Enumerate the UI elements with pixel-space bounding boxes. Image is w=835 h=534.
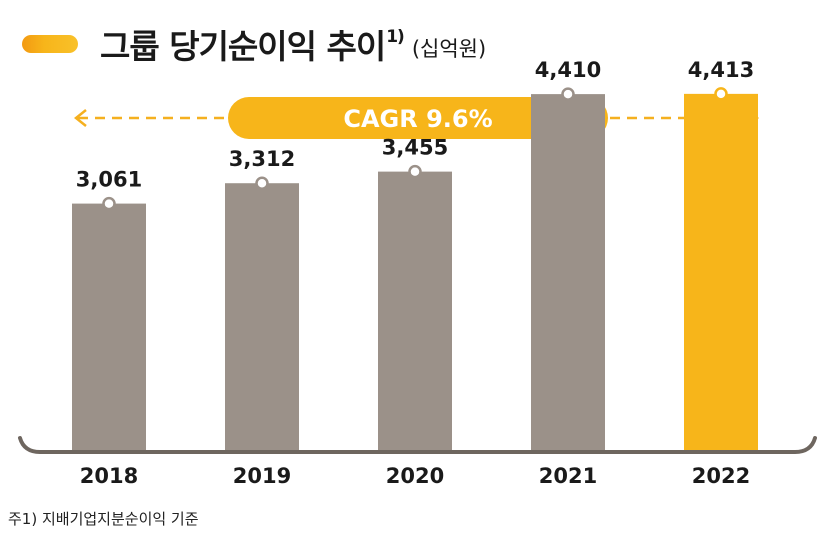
chart-title-text: 그룹 당기순이익 추이 (100, 27, 386, 66)
x-tick-2019: 2019 (233, 464, 291, 488)
x-tick-2021: 2021 (539, 464, 597, 488)
value-label-2021: 4,410 (535, 58, 601, 82)
chart-title: 그룹 당기순이익 추이1) (100, 20, 405, 68)
value-label-2022: 4,413 (688, 58, 754, 82)
cagr-label: CAGR 9.6% (343, 105, 492, 133)
cagr-arrowhead-left (73, 109, 87, 127)
cagr-badge (228, 97, 608, 139)
bar-marker-2021 (561, 87, 575, 101)
bar-marker-2020 (408, 164, 422, 179)
bar-2022 (684, 93, 758, 453)
chart-header: 그룹 당기순이익 추이1) (십억원) (22, 22, 486, 66)
x-tick-2022: 2022 (692, 464, 750, 488)
bars-group: 3,061 3,312 3,455 4,410 4,413 (72, 58, 758, 453)
footnote: 주1) 지배기업지분순이익 기준 (8, 510, 199, 528)
title-footnote-mark: 1) (386, 27, 405, 47)
bar-marker-2018 (102, 196, 116, 211)
x-axis-baseline (18, 436, 817, 454)
x-tick-2020: 2020 (386, 464, 444, 488)
bar-2020 (378, 171, 452, 452)
x-tick-labels: 2018 2019 2020 2021 2022 (80, 464, 750, 488)
value-label-2020: 3,455 (382, 136, 448, 160)
cagr-annotation: CAGR 9.6% (73, 97, 760, 139)
value-label-2018: 3,061 (76, 168, 142, 192)
accent-pill (22, 35, 78, 53)
unit-label: (십억원) (411, 37, 487, 61)
bar-2018 (72, 203, 146, 452)
bar-2019 (225, 183, 299, 453)
bar-marker-2019 (255, 176, 269, 190)
bar-2021 (531, 94, 605, 452)
bar-marker-2022 (714, 87, 728, 101)
x-tick-2018: 2018 (80, 464, 138, 488)
value-label-2019: 3,312 (229, 147, 295, 171)
